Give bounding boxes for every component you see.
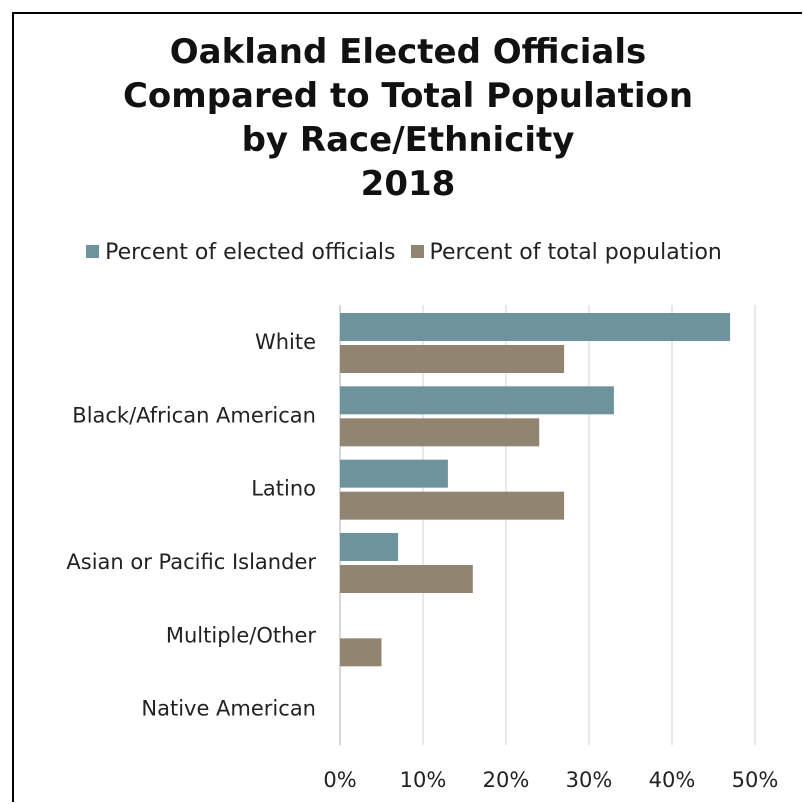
bar-elected: [340, 459, 448, 488]
bar-population: [340, 345, 565, 373]
bar-elected: [340, 386, 614, 415]
x-tick-label: 50%: [732, 768, 779, 792]
category-label: Latino: [251, 477, 316, 501]
x-tick-label: 20%: [483, 768, 530, 792]
bar-population: [340, 638, 382, 667]
bar-population: [340, 418, 540, 447]
category-label: Black/African American: [72, 403, 316, 427]
x-tick-label: 0%: [323, 768, 356, 792]
legend-swatch-population: [410, 245, 424, 258]
chart-title: Oakland Elected Officials Compared to To…: [0, 30, 804, 206]
bar-elected: [340, 533, 399, 561]
legend-label-elected: Percent of elected officials: [105, 240, 396, 265]
bar-population: [340, 565, 473, 593]
x-tick-label: 40%: [649, 768, 696, 792]
title-line-2: Compared to Total Population: [122, 76, 694, 116]
legend: Percent of elected officials Percent of …: [0, 240, 804, 265]
x-tick-label: 30%: [566, 768, 613, 792]
category-label: Asian or Pacific Islander: [66, 550, 316, 574]
legend-item-elected: Percent of elected officials: [86, 240, 396, 265]
x-tick-label: 10%: [400, 768, 447, 792]
category-label: White: [255, 330, 316, 354]
category-label: Native American: [141, 697, 316, 721]
legend-item-population: Percent of total population: [410, 240, 722, 265]
title-line-4: 2018: [360, 164, 456, 204]
category-label: Multiple/Other: [166, 623, 316, 647]
legend-swatch-elected: [86, 245, 100, 258]
bar-population: [340, 491, 565, 520]
legend-label-population: Percent of total population: [429, 240, 722, 265]
bar-elected: [340, 313, 731, 341]
title-line-3: by Race/Ethnicity: [241, 120, 575, 160]
title-line-1: Oakland Elected Officials: [169, 32, 647, 72]
